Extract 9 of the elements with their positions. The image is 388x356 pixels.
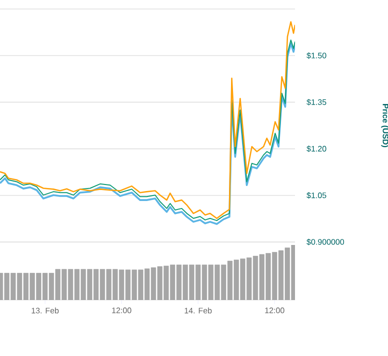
x-tick-label: 12:00 [112, 308, 132, 314]
x-tick-label: 13. Feb [32, 308, 59, 314]
y-tick-label: $1.35 [306, 98, 326, 106]
x-tick-label: 12:00 [265, 308, 284, 314]
y-tick-label: $1.05 [306, 192, 326, 199]
x-tick-label: 14. Feb [184, 308, 212, 314]
y-tick-label: $1.20 [306, 146, 326, 152]
y-tick-label: $0.900000 [306, 238, 344, 246]
y-tick-label: $1.50 [306, 52, 326, 59]
